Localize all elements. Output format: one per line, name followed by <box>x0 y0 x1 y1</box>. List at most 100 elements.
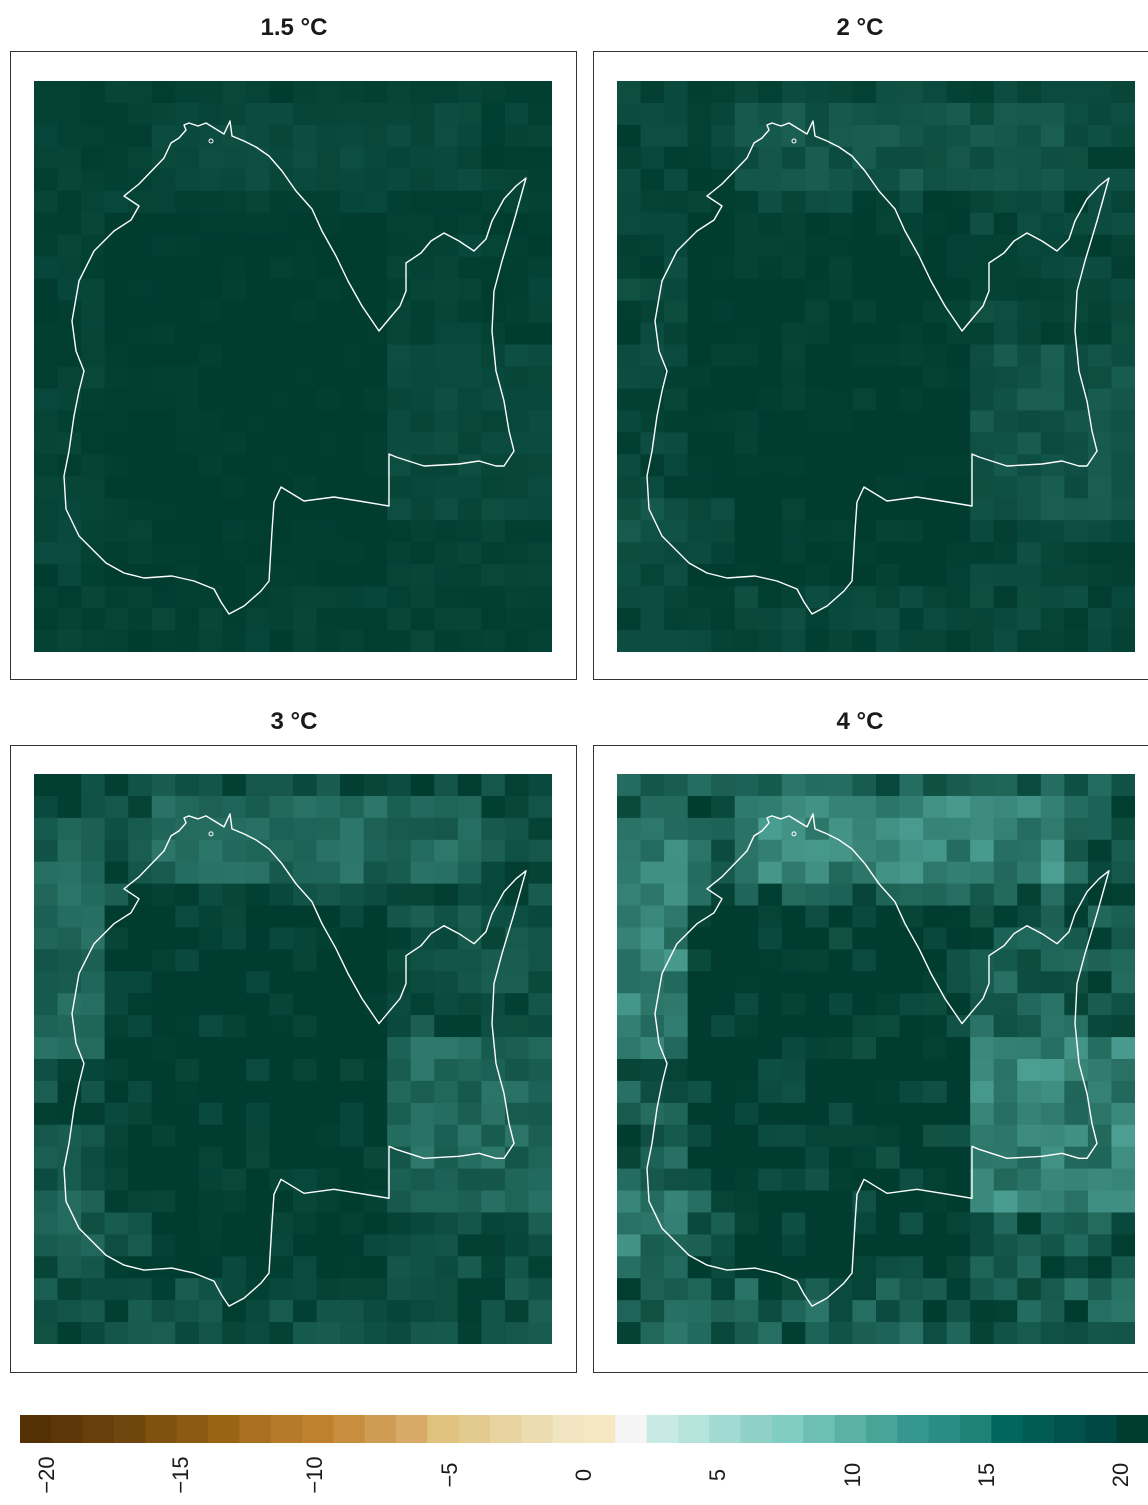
raster-cell <box>617 774 642 797</box>
raster-cell <box>1017 344 1042 368</box>
raster-cell <box>781 81 806 104</box>
raster-cell <box>316 883 341 907</box>
raster-cell <box>104 927 129 950</box>
raster-cell <box>923 1080 948 1104</box>
raster-cell <box>387 795 412 819</box>
colorbar-segment <box>584 1415 616 1443</box>
raster-cell <box>340 905 365 929</box>
raster-cell <box>758 905 783 929</box>
raster-cell <box>269 168 294 192</box>
raster-cell <box>970 949 995 972</box>
raster-cell <box>1017 300 1042 324</box>
raster-cell <box>34 366 59 390</box>
raster-cell <box>711 432 736 455</box>
raster-cell <box>734 1234 759 1257</box>
raster-cell <box>504 366 530 390</box>
raster-cell <box>1064 1190 1089 1214</box>
raster-cell <box>923 883 948 907</box>
raster-cell <box>640 476 665 499</box>
raster-cell <box>410 839 435 863</box>
raster-cell <box>363 861 388 885</box>
raster-cell <box>781 432 806 455</box>
raster-cell <box>198 1190 223 1214</box>
raster-cell <box>734 102 759 126</box>
raster-cell <box>734 795 759 819</box>
raster-cell <box>410 1037 435 1060</box>
raster-cell <box>617 1322 642 1344</box>
raster-cell <box>504 1168 530 1192</box>
raster-cell <box>175 564 200 587</box>
raster-cell <box>128 905 153 929</box>
raster-cell <box>128 1300 153 1323</box>
raster-cell <box>876 971 901 994</box>
raster-cell <box>923 454 948 477</box>
raster-cell <box>434 81 459 104</box>
raster-cell <box>687 1059 712 1082</box>
raster-cell <box>57 234 82 258</box>
raster-cell <box>481 432 506 455</box>
raster-cell <box>528 1190 552 1214</box>
raster-cell <box>151 1146 176 1170</box>
raster-cell <box>805 124 830 148</box>
raster-cell <box>617 839 642 863</box>
raster-cell <box>640 927 665 950</box>
raster-cell <box>57 1234 82 1257</box>
raster-cell <box>640 586 665 609</box>
raster-cell <box>1040 278 1065 302</box>
raster-cell <box>899 432 924 455</box>
raster-cell <box>664 212 689 236</box>
raster-cell <box>434 1300 459 1323</box>
raster-cell <box>316 1168 341 1192</box>
raster-cell <box>923 817 948 841</box>
raster-cell <box>1111 971 1135 994</box>
raster-cell <box>1111 212 1135 236</box>
raster-cell <box>1087 1212 1113 1235</box>
raster-cell <box>387 388 412 412</box>
raster-cell <box>340 432 365 455</box>
raster-cell <box>923 234 948 258</box>
raster-cell <box>57 774 82 797</box>
raster-cell <box>1017 476 1042 499</box>
raster-cell <box>923 1102 948 1126</box>
raster-cell <box>1111 410 1135 433</box>
raster-cell <box>617 432 642 455</box>
raster-cell <box>34 1300 59 1323</box>
raster-cell <box>805 366 830 390</box>
raster-cell <box>1087 322 1113 346</box>
raster-cell <box>222 795 247 819</box>
raster-cell <box>1040 1278 1065 1301</box>
raster-cell <box>899 498 924 521</box>
raster-cell <box>175 124 200 148</box>
raster-cell <box>410 190 435 214</box>
raster-cell <box>923 102 948 126</box>
raster-cell <box>876 608 901 631</box>
raster-cell <box>363 817 388 841</box>
raster-cell <box>81 1234 106 1257</box>
raster-cell <box>293 542 318 565</box>
raster-cell <box>316 608 341 631</box>
raster-cell <box>899 410 924 433</box>
raster-cell <box>457 1080 482 1104</box>
raster-cell <box>316 971 341 994</box>
raster-cell <box>387 498 412 521</box>
raster-cell <box>664 388 689 412</box>
raster-cell <box>457 278 482 302</box>
raster-cell <box>664 1300 689 1323</box>
raster-cell <box>504 212 530 236</box>
raster-cell <box>687 1080 712 1104</box>
raster-cell <box>1040 774 1065 797</box>
raster-cell <box>617 586 642 609</box>
raster-cell <box>481 586 506 609</box>
raster-cell <box>269 234 294 258</box>
raster-cell <box>198 993 223 1016</box>
raster-cell <box>434 190 459 214</box>
raster-cell <box>387 300 412 324</box>
raster-cell <box>57 1256 82 1279</box>
raster-cell <box>876 1146 901 1170</box>
raster-cell <box>151 388 176 412</box>
raster-cell <box>57 81 82 104</box>
raster-cell <box>687 432 712 455</box>
raster-cell <box>899 212 924 236</box>
raster-cell <box>946 1037 971 1060</box>
raster-cell <box>946 1322 971 1344</box>
